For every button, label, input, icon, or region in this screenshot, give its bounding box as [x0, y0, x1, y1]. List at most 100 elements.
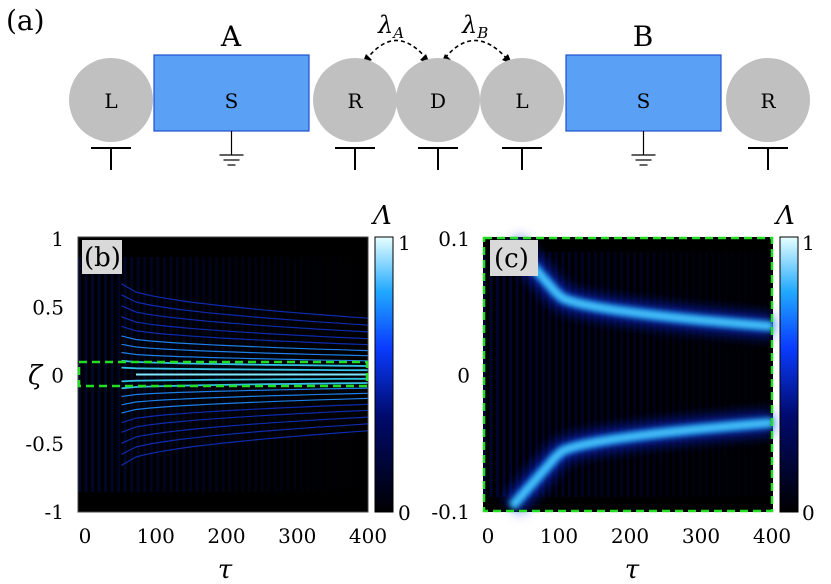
- y-tick-label: 0: [457, 364, 470, 388]
- y-axis-ticks-b: 1 0.5 0 -0.5 -1: [25, 227, 64, 524]
- zoom-box: [77, 360, 369, 388]
- time-fringe: [117, 257, 121, 492]
- dispersion-branch: [121, 377, 368, 383]
- coupling-arrow-b: [444, 39, 509, 61]
- node-label: S: [637, 89, 651, 113]
- quantum-dot-2: [313, 58, 397, 142]
- dispersion-branch: [121, 366, 368, 372]
- dispersion-branch: [121, 423, 369, 455]
- quantum-dot-6: [726, 58, 810, 142]
- x-axis-label-b: τ: [218, 555, 233, 584]
- zoom-frame: [482, 236, 774, 513]
- quantum-dot-3: [396, 58, 480, 142]
- panel-b-label: (b): [84, 243, 121, 273]
- node-label: L: [104, 89, 117, 113]
- colorbar-tick-min-b: 0: [398, 501, 411, 525]
- time-fringe: [97, 257, 101, 492]
- x-axis-label-c: τ: [625, 555, 640, 584]
- panel-a-label: (a): [6, 4, 45, 37]
- dispersion-branch: [121, 416, 369, 444]
- time-fringe: [91, 257, 95, 492]
- y-tick-label: 1: [51, 227, 64, 251]
- y-tick-label: 0.5: [32, 295, 64, 319]
- time-fringe: [123, 257, 127, 492]
- x-tick-label: 100: [137, 524, 175, 548]
- dispersion-branch: [121, 316, 369, 340]
- quantum-dot-4: [480, 58, 564, 142]
- panel-b-label-bg: [82, 240, 122, 274]
- colorbar-label-c: Λ: [774, 201, 795, 231]
- node-label: D: [430, 89, 446, 113]
- dispersion-branch: [121, 351, 369, 362]
- dispersion-branch: [121, 409, 369, 433]
- time-fringe: [502, 252, 506, 497]
- lambda-b: λB: [461, 11, 488, 42]
- time-fringe: [509, 252, 513, 497]
- panel-c: (c) 0.1 0 -0.1 0 100 200 300 400 τ Λ 1 0: [431, 201, 814, 584]
- node-label: R: [760, 89, 776, 113]
- dispersion-branch: [121, 430, 369, 466]
- dispersion-branch: [121, 294, 369, 326]
- colorbar-b: [374, 236, 394, 513]
- x-tick-label: 300: [682, 524, 720, 548]
- mode-core: [510, 241, 774, 328]
- y-tick-label: 0: [51, 364, 64, 388]
- panel-c-label-bg: [490, 240, 538, 276]
- dispersion-branch: [121, 382, 369, 390]
- time-fringe: [483, 252, 486, 497]
- y-tick-label: -0.1: [431, 500, 470, 524]
- mode-core: [510, 421, 774, 508]
- heatmap-c-features: [483, 234, 774, 515]
- x-tick-label: 0: [482, 524, 495, 548]
- coupling-arrow-a: [365, 39, 427, 61]
- dispersion-branch: [121, 403, 369, 424]
- y-tick-label: -0.5: [25, 432, 64, 456]
- panel-c-label: (c): [494, 244, 529, 274]
- dispersion-branch: [121, 335, 369, 352]
- x-axis-ticks-b: 0 100 200 300 400: [79, 524, 387, 548]
- dispersion-branch: [121, 343, 369, 357]
- device-a-label: A: [220, 20, 242, 53]
- device-b-label: B: [633, 20, 654, 53]
- colorbar-tick-max-b: 1: [398, 231, 411, 255]
- x-tick-label: 0: [79, 524, 92, 548]
- time-fringe: [489, 252, 493, 497]
- dispersion-branch: [121, 392, 369, 406]
- colorbar-c: [779, 236, 799, 513]
- y-axis-label-b: ζ: [28, 361, 44, 391]
- quantum-dot-0: [69, 58, 153, 142]
- x-tick-label: 200: [611, 524, 649, 548]
- time-fringe: [496, 252, 500, 497]
- colorbar-tick-max-c: 1: [802, 231, 815, 255]
- node-label: S: [225, 89, 239, 113]
- x-tick-label: 200: [207, 524, 245, 548]
- y-axis-ticks-c: 0.1 0 -0.1: [431, 227, 470, 524]
- panel-a: (a) A B λA λB L S R D L S R: [6, 4, 810, 170]
- dispersion-branch: [121, 305, 369, 333]
- x-tick-label: 300: [278, 524, 316, 548]
- x-tick-label: 100: [540, 524, 578, 548]
- dispersion-branch: [121, 283, 369, 319]
- superconductor-5: [565, 54, 722, 132]
- x-tick-label: 400: [349, 524, 387, 548]
- dispersion-branch: [121, 325, 369, 346]
- x-tick-label: 400: [753, 524, 791, 548]
- superconductor-1: [153, 54, 310, 132]
- colorbar-label-b: Λ: [371, 201, 392, 231]
- node-label: L: [515, 89, 528, 113]
- node-label: R: [347, 89, 363, 113]
- colorbar-tick-min-c: 0: [802, 501, 815, 525]
- y-tick-label: 0.1: [438, 227, 470, 251]
- panel-b: (b) 1 0.5 0 -0.5 -1 0 100 200 300 400 ζ τ Λ 1 0: [25, 201, 410, 584]
- x-axis-ticks-c: 0 100 200 300 400: [482, 524, 791, 548]
- time-fringe: [104, 257, 108, 492]
- dispersion-branch: [121, 397, 369, 414]
- time-fringe: [110, 257, 114, 492]
- time-fringe: [130, 257, 134, 492]
- time-fringe: [84, 257, 88, 492]
- dispersion-branch: [121, 387, 369, 398]
- y-tick-label: -1: [45, 500, 64, 524]
- lambda-a: λA: [377, 11, 404, 42]
